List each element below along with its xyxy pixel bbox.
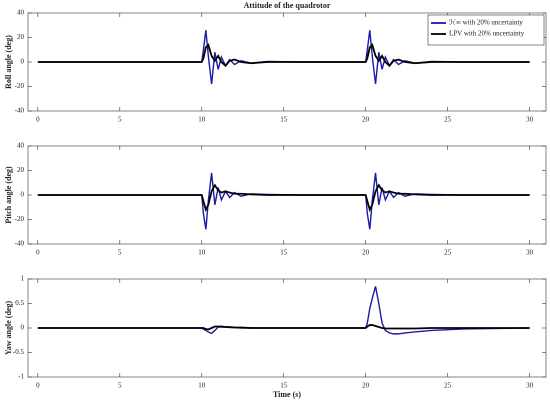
x-tick-label: 5 [118, 249, 122, 257]
y-tick-label: 20 [17, 166, 25, 174]
y-tick-label: 0 [21, 58, 25, 66]
y-tick-label: -20 [15, 215, 25, 223]
x-tick-label: 5 [118, 116, 122, 124]
y-axis-label: Pitch angle (deg) [4, 166, 13, 224]
y-tick-label: -1 [18, 373, 24, 381]
y-tick-label: 40 [17, 9, 25, 17]
x-tick-label: 30 [526, 116, 534, 124]
series-line [37, 43, 530, 67]
y-tick-label: 1 [21, 275, 25, 283]
series-line [37, 183, 530, 213]
y-tick-label: 20 [17, 33, 25, 41]
y-tick-label: -40 [15, 107, 25, 115]
y-tick-label: -40 [15, 240, 25, 248]
series-line [37, 324, 530, 331]
x-tick-label: 25 [444, 249, 452, 257]
y-axis-label: Roll angle (deg) [4, 35, 13, 89]
y-tick-label: 0.5 [15, 299, 24, 307]
legend-label: ℋ∞ with 20% uncertainty [449, 19, 523, 27]
y-tick-label: 0 [21, 191, 25, 199]
x-tick-label: 10 [198, 116, 206, 124]
x-tick-label: 0 [36, 382, 40, 390]
x-tick-label: 30 [526, 382, 534, 390]
x-axis-label: Time (s) [273, 390, 301, 399]
x-tick-label: 5 [118, 382, 122, 390]
x-tick-label: 25 [444, 116, 452, 124]
x-tick-label: 20 [362, 116, 370, 124]
y-tick-label: -20 [15, 82, 25, 90]
x-tick-label: 0 [36, 249, 40, 257]
x-tick-label: 15 [280, 116, 288, 124]
x-tick-label: 30 [526, 249, 534, 257]
x-tick-label: 0 [36, 116, 40, 124]
x-tick-label: 15 [280, 249, 288, 257]
x-tick-label: 20 [362, 249, 370, 257]
y-axis-label: Yaw angle (deg) [4, 301, 13, 356]
x-tick-label: 10 [198, 382, 206, 390]
y-tick-label: -0.5 [13, 348, 25, 356]
y-tick-label: 40 [17, 142, 25, 150]
x-tick-label: 25 [444, 382, 452, 390]
chart-title: Attitude of the quadrotor [244, 1, 331, 10]
x-tick-label: 10 [198, 249, 206, 257]
y-tick-label: 0 [21, 324, 25, 332]
x-tick-label: 15 [280, 382, 288, 390]
x-tick-label: 20 [362, 382, 370, 390]
legend-box [427, 14, 545, 46]
legend-label: LPV with 20% uncertainty [449, 30, 525, 38]
